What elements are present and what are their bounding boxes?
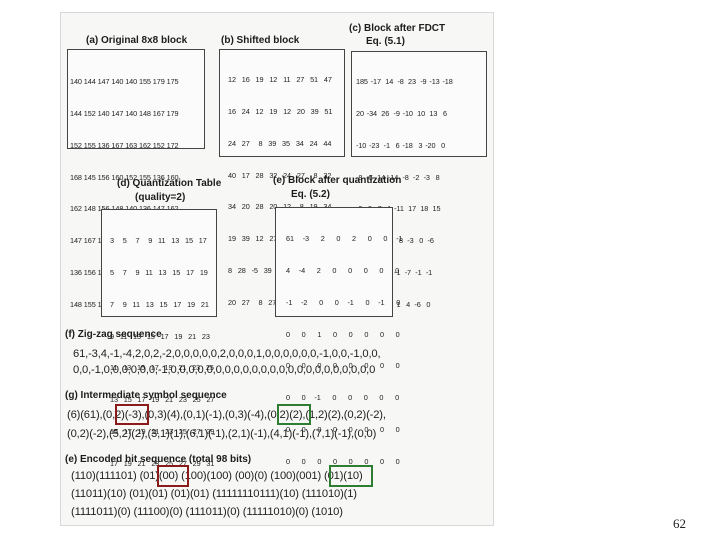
scanned-figure: (a) Original 8x8 block 140 144 147 140 1… <box>60 12 494 526</box>
panel-c-subtitle: Eq. (5.1) <box>366 36 405 47</box>
zigzag-line-1: 61,-3,4,-1,-4,2,0,2,-2,0,0,0,0,0,2,0,0,0… <box>73 348 381 360</box>
table-row: 34 20 28 20 12 8 19 34 <box>228 202 331 212</box>
table-row: -1 -2 0 0 -1 0 -1 0 <box>286 297 401 307</box>
table-row: 61 -3 2 0 2 0 0 -1 <box>286 234 403 244</box>
panel-d-rows: 3 5 7 9 11 13 15 17 5 7 9 11 13 15 17 19… <box>102 210 216 490</box>
table-row: 0 0 0 0 0 0 0 0 <box>286 456 400 466</box>
table-row: 140 144 147 140 140 155 179 175 <box>70 77 179 87</box>
table-row: 13 15 17 19 21 23 25 27 <box>110 395 215 405</box>
table-row: 0 0 0 0 0 0 0 0 <box>286 361 400 371</box>
panel-a-table: 140 144 147 140 140 155 179 175 144 152 … <box>67 49 205 309</box>
panel-b-title: (b) Shifted block <box>221 35 300 46</box>
zigzag-title: (f) Zig-zag sequence <box>65 329 162 340</box>
encoded-line-1: (110)(111101) (01)(00) (100)(100) (00)(0… <box>71 470 363 482</box>
panel-c-title: (c) Block after FDCT <box>349 23 446 34</box>
encoded-line-3: (1111011)(0) (11100)(0) (111011)(0) (111… <box>71 506 343 518</box>
table-row: 16 24 12 19 12 20 39 51 <box>228 106 333 116</box>
table-row: 15 17 19 21 23 25 27 29 <box>110 426 215 436</box>
panel-e-title: (e) Block after quantization <box>273 175 402 186</box>
table-row: 162 148 156 148 140 136 147 162 <box>70 204 179 214</box>
table-row: 11 13 15 17 19 21 23 25 <box>110 363 214 373</box>
panel-e-table: 61 -3 2 0 2 0 0 -1 4 -4 2 0 0 0 0 0 -1 -… <box>275 207 403 466</box>
table-row: 20 -34 26 -9 -10 10 13 6 <box>356 108 447 118</box>
panel-c-rows: 185 -17 14 -8 23 -9 -13 -18 20 -34 26 -9… <box>352 52 486 331</box>
panel-e-rows: 61 -3 2 0 2 0 0 -1 4 -4 2 0 0 0 0 0 -1 -… <box>276 208 403 488</box>
table-row: 168 145 156 160 152 155 136 160 <box>70 172 179 182</box>
table-row: 3 5 7 9 11 13 15 17 <box>110 236 207 246</box>
panel-c-table: 185 -17 14 -8 23 -9 -13 -18 20 -34 26 -9… <box>351 51 487 309</box>
panel-d-subtitle: (quality=2) <box>135 192 186 203</box>
intermediate-line-1: (6)(61),(0,2)(-3),(0,3)(4),(0,1)(-1),(0,… <box>67 409 386 421</box>
table-row: 24 27 8 39 35 34 24 44 <box>228 138 332 148</box>
table-row: 0 0 1 0 0 0 0 0 <box>286 329 400 339</box>
intermediate-title: (g) Intermediate symbol sequence <box>65 390 227 401</box>
table-row: 4 -4 2 0 0 0 0 0 <box>286 265 400 275</box>
table-row: 7 9 11 13 15 17 19 21 <box>110 299 209 309</box>
highlight-green-encoded <box>329 465 373 487</box>
highlight-red-encoded <box>157 465 189 487</box>
table-row: 5 7 9 11 13 15 17 19 <box>110 267 208 277</box>
table-row: 9 11 13 15 17 19 21 23 <box>110 331 210 341</box>
panel-e-subtitle: Eq. (5.2) <box>291 189 330 200</box>
panel-d-table: 3 5 7 9 11 13 15 17 5 7 9 11 13 15 17 19… <box>101 209 217 468</box>
zigzag-line-2: 0,0,-1,0,0,0,0,0,0,-1,0,0,0,0,0,0,0,0,0,… <box>73 364 376 376</box>
highlight-red-intermediate <box>115 404 149 425</box>
table-row: 40 17 28 32 24 27 8 32 <box>228 170 332 180</box>
table-row: 17 19 21 23 25 27 29 31 <box>110 458 215 468</box>
table-row: 0 0 -1 0 0 0 0 0 <box>286 393 400 403</box>
table-row: -10 -23 -1 6 -18 3 -20 0 <box>356 140 446 150</box>
panel-d-title: (d) Quantization Table <box>117 178 222 189</box>
encoded-line-2: (11011)(10) (01)(01) (01)(01) (111111101… <box>71 488 357 500</box>
encoded-title: (e) Encoded bit sequence (total 98 bits) <box>65 454 252 465</box>
page-number: 62 <box>673 516 686 531</box>
panel-a-title: (a) Original 8x8 block <box>86 35 188 46</box>
table-row: 152 155 136 167 163 162 152 172 <box>70 140 179 150</box>
highlight-green-intermediate <box>277 404 311 425</box>
table-row: 144 152 140 147 140 148 167 179 <box>70 108 179 118</box>
table-row: -8 -5 14 -14 -8 -2 -3 8 <box>356 172 440 182</box>
table-row: 185 -17 14 -8 23 -9 -13 -18 <box>356 77 453 87</box>
table-row: 0 0 0 0 0 0 0 0 <box>286 424 400 434</box>
table-row: 12 16 19 12 11 27 51 47 <box>228 75 332 85</box>
intermediate-line-2: (0,2)(-2),(5,2)(2),(3,1)(1),(6,1)(-1),(2… <box>67 428 377 440</box>
panel-b-table: 12 16 19 12 11 27 51 47 16 24 12 19 12 2… <box>219 49 345 307</box>
